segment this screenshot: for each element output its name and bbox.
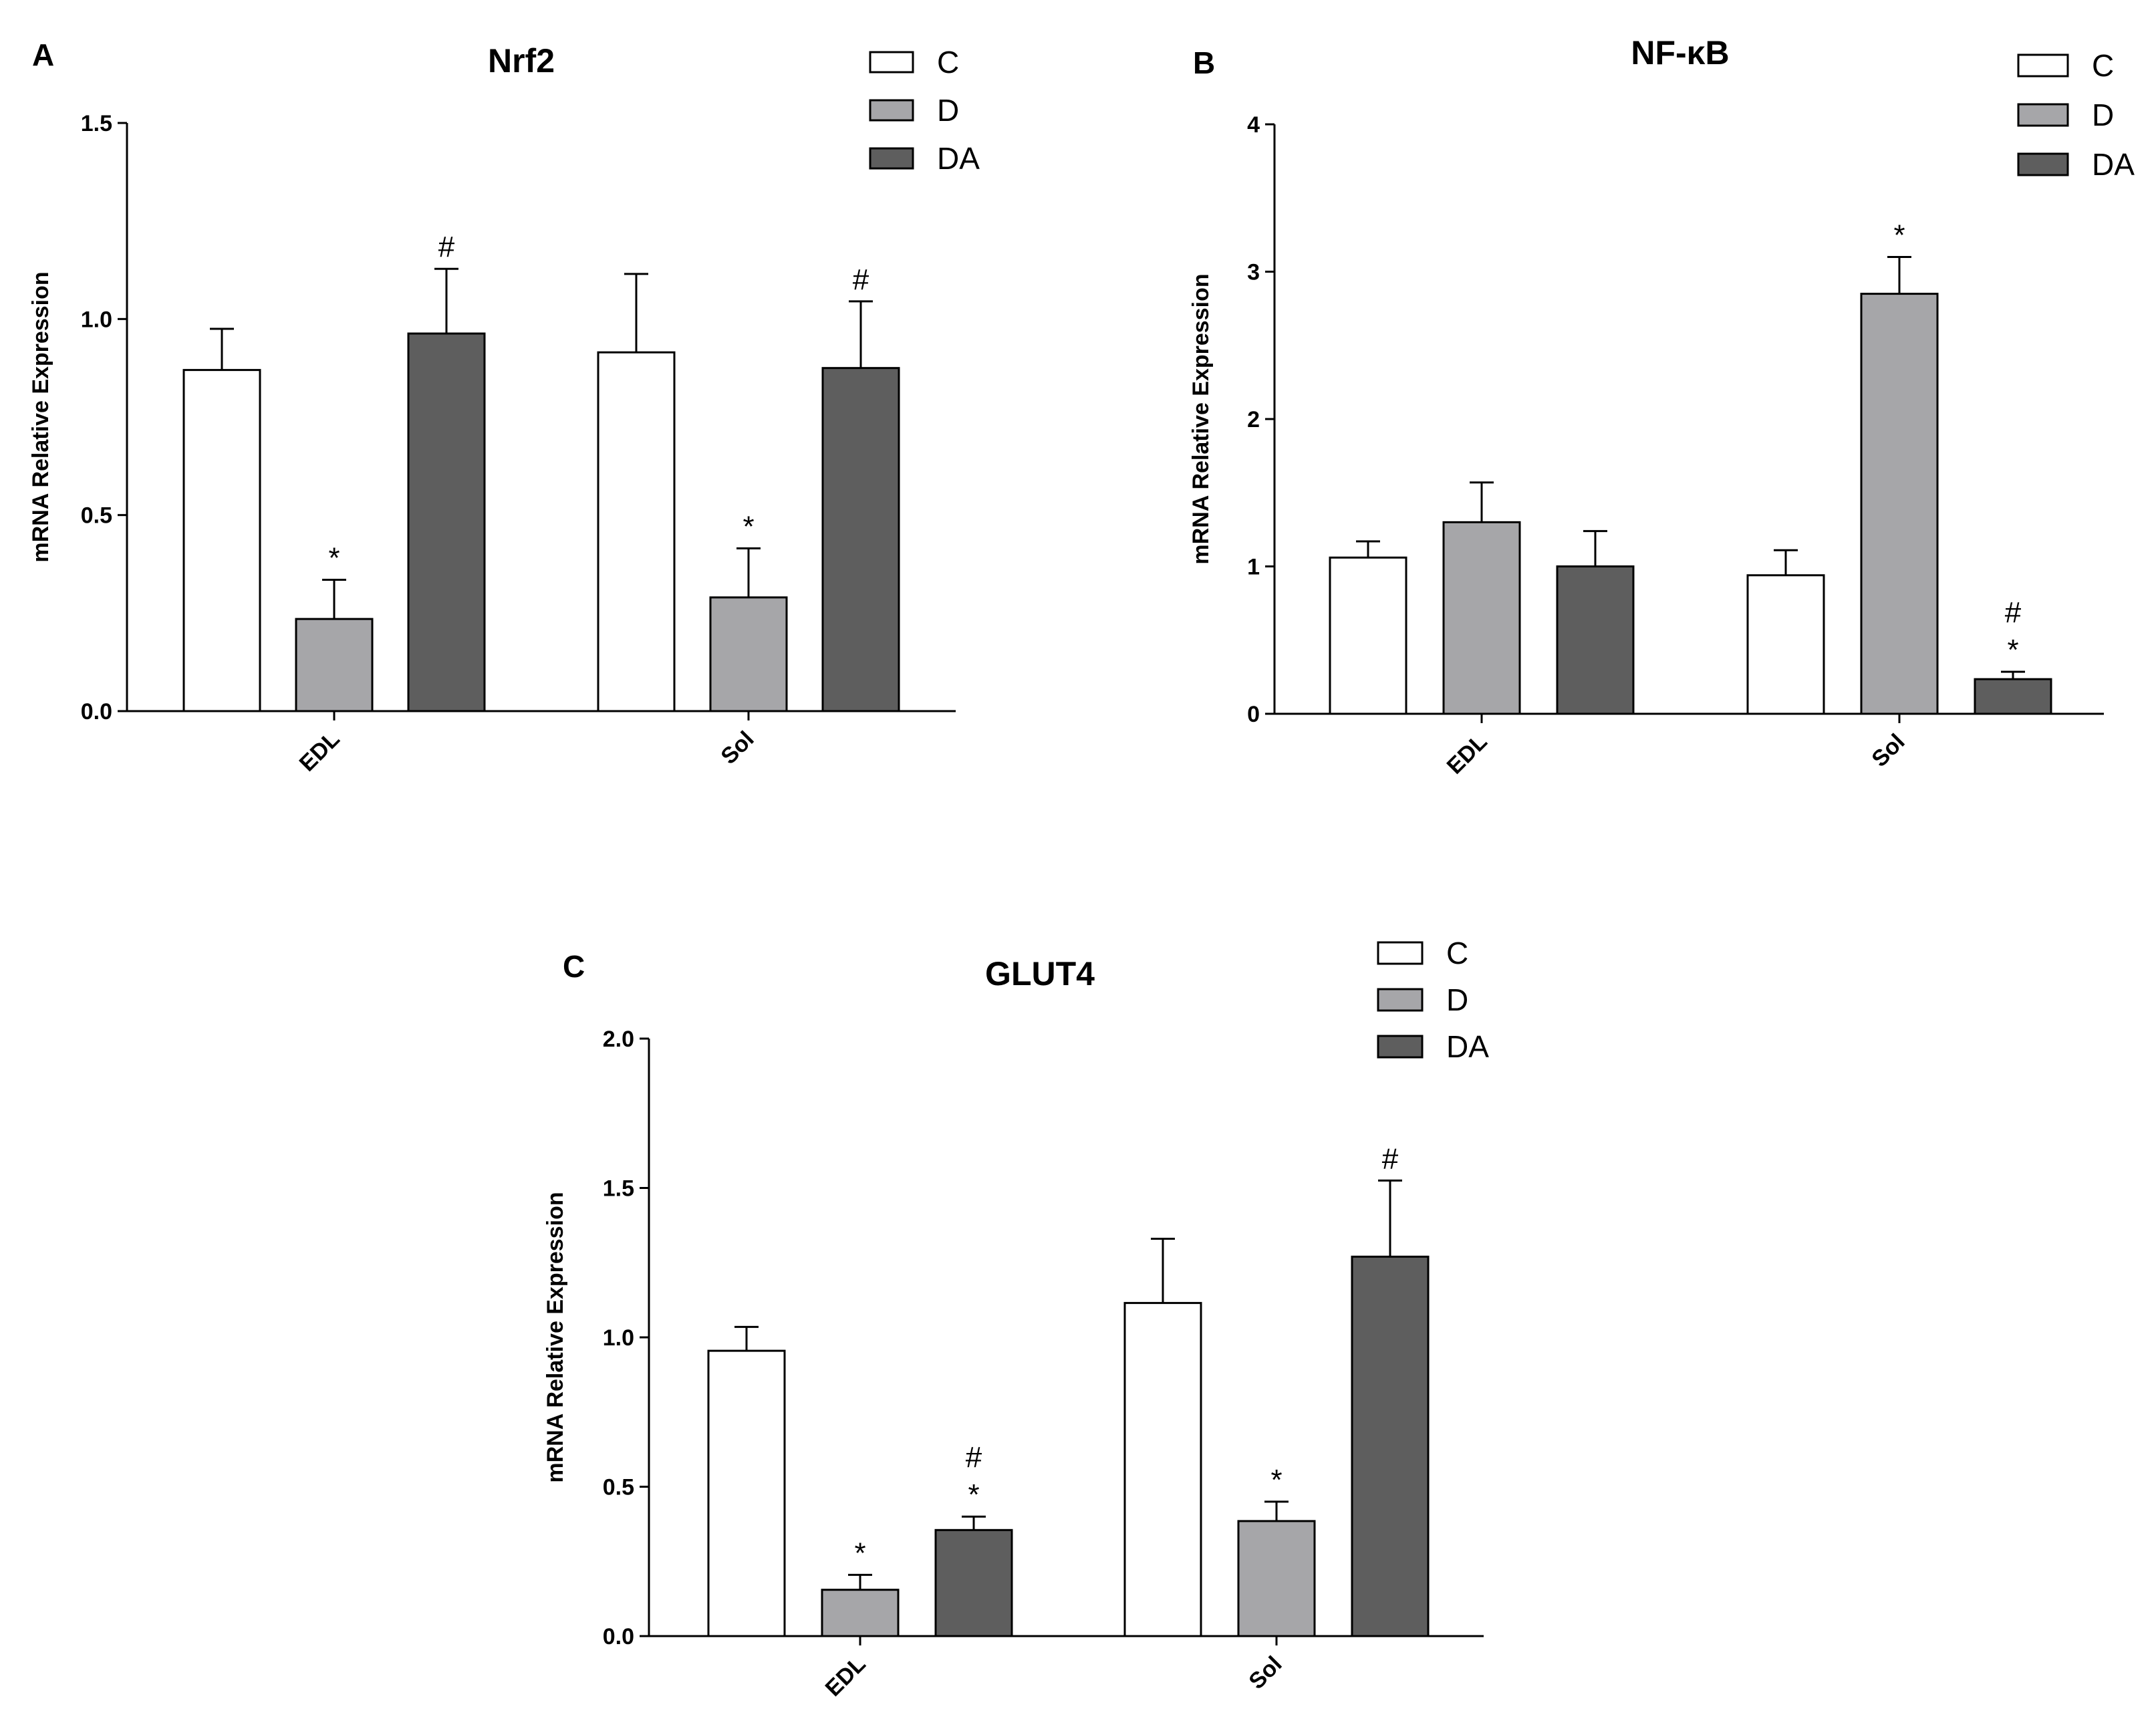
y-tick-label: 3 <box>1247 260 1260 285</box>
legend-swatch-c <box>2017 53 2069 78</box>
significance-marker: # <box>853 263 869 296</box>
chart-title: GLUT4 <box>985 955 1095 992</box>
bar-sol-da <box>1974 678 2052 715</box>
significance-marker: # <box>966 1441 982 1474</box>
bar-edl-d <box>295 618 374 712</box>
legend-label-da: DA <box>2092 147 2135 182</box>
x-tick-label: EDL <box>821 1651 871 1702</box>
legend-label-d: D <box>937 93 959 128</box>
significance-marker: * <box>2007 634 2018 666</box>
significance-marker: * <box>328 541 340 574</box>
chart-title: Nrf2 <box>488 42 555 80</box>
bar-edl-d <box>1442 521 1521 715</box>
bar-sol-da <box>1351 1255 1430 1637</box>
bar-edl-c <box>182 369 261 712</box>
panel-letter: A <box>32 37 54 72</box>
significance-marker: * <box>854 1537 865 1569</box>
legend-label-c: C <box>937 45 959 80</box>
bar-sol-c <box>597 351 676 712</box>
panel-c: C GLUT4 0.0 0.5 1.0 1.5 2.0 mRNA Relative Expre… <box>543 936 1489 1702</box>
y-tick-label: 1.0 <box>603 1325 634 1351</box>
bar-edl-da <box>934 1528 1013 1637</box>
x-tick-label: Sol <box>716 726 759 769</box>
bar-sol-c <box>1746 574 1825 715</box>
bar-edl-d <box>821 1589 900 1637</box>
bar-sol-d <box>709 596 788 712</box>
legend-swatch-da <box>2017 152 2069 176</box>
legend-label-da: DA <box>1446 1029 1489 1064</box>
y-tick-label: 1 <box>1247 555 1260 580</box>
legend-swatch-da <box>1377 1035 1424 1059</box>
legend-label-da: DA <box>937 141 980 176</box>
chart-title: NF-κB <box>1631 34 1729 72</box>
panel-b: B NF-κB 0 1 2 3 4 mRNA Relative Expression EDL * *… <box>1188 34 2135 779</box>
legend-label-d: D <box>1446 982 1468 1017</box>
x-tick-label: EDL <box>295 726 345 777</box>
legend-swatch-d <box>2017 103 2069 127</box>
legend-swatch-d <box>869 99 914 122</box>
y-tick-label: 0.0 <box>81 699 112 724</box>
y-tick-label: 4 <box>1247 112 1260 138</box>
y-tick-label: 2 <box>1247 407 1260 432</box>
y-tick-label: 1.0 <box>81 307 112 332</box>
legend-swatch-d <box>1377 988 1424 1012</box>
significance-marker: # <box>2005 596 2022 629</box>
y-tick-label: 0.0 <box>603 1624 634 1649</box>
panel-letter: C <box>563 949 585 984</box>
legend-label-c: C <box>1446 936 1468 970</box>
y-tick-label: 0.5 <box>81 503 112 529</box>
bar-edl-da <box>407 332 486 712</box>
legend-swatch-c <box>869 51 914 74</box>
significance-marker: * <box>968 1478 979 1511</box>
panel-letter: B <box>1193 45 1215 80</box>
bar-sol-d <box>1860 293 1939 715</box>
y-axis-label: mRNA Relative Expression <box>543 1192 568 1482</box>
y-tick-label: 0.5 <box>603 1475 634 1500</box>
y-axis-label: mRNA Relative Expression <box>1188 273 1214 564</box>
x-tick-label: Sol <box>1244 1651 1287 1694</box>
x-tick-label: EDL <box>1442 729 1492 779</box>
significance-marker: * <box>1270 1464 1282 1496</box>
significance-marker: # <box>1382 1142 1399 1175</box>
y-axis-label: mRNA Relative Expression <box>28 271 53 562</box>
bar-edl-c <box>707 1349 786 1637</box>
bar-sol-d <box>1237 1520 1316 1637</box>
legend-swatch-da <box>869 147 914 170</box>
panel-a: A Nrf2 0.0 0.5 1.0 1.5 mRNA Relative Expressio… <box>28 37 980 777</box>
significance-marker: * <box>1893 219 1905 251</box>
bar-sol-c <box>1123 1302 1202 1637</box>
significance-marker: # <box>438 231 455 263</box>
y-tick-label: 0 <box>1247 702 1260 727</box>
legend-swatch-c <box>1377 941 1424 965</box>
legend-label-d: D <box>2092 98 2114 132</box>
legend-label-c: C <box>2092 48 2114 83</box>
y-tick-label: 1.5 <box>603 1176 634 1202</box>
y-tick-label: 1.5 <box>81 111 112 136</box>
x-tick-label: Sol <box>1867 729 1909 772</box>
bar-edl-da <box>1556 565 1635 715</box>
y-tick-label: 2.0 <box>603 1027 634 1052</box>
bar-edl-c <box>1329 556 1407 715</box>
significance-marker: * <box>743 511 754 543</box>
bar-sol-da <box>821 367 900 712</box>
